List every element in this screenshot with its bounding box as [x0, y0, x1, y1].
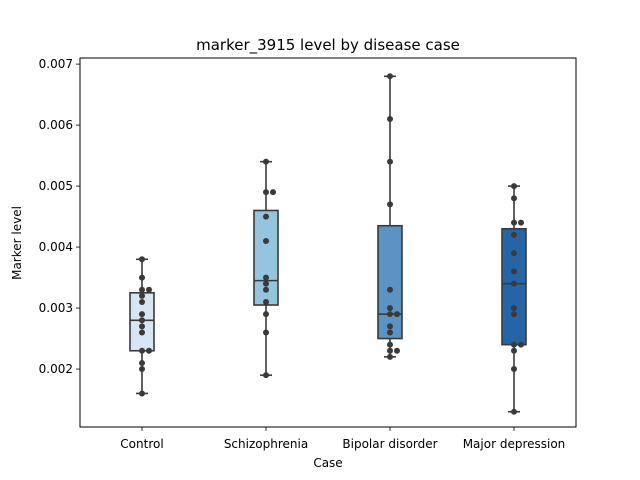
data-point — [263, 189, 269, 196]
data-point — [394, 347, 400, 354]
box — [377, 224, 403, 340]
plot-area: 0.002 0.003 0.004 0.005 0.006 0.007 Control Sch… — [39, 57, 577, 451]
box — [253, 209, 279, 306]
data-point — [387, 323, 393, 330]
data-point — [387, 341, 393, 348]
data-point — [387, 305, 393, 312]
data-point — [263, 158, 269, 165]
data-point — [139, 274, 145, 281]
x-tick-label: Schizophrenia — [224, 437, 308, 451]
data-point — [387, 311, 393, 318]
data-point — [518, 219, 524, 226]
data-point — [263, 274, 269, 281]
data-point — [270, 189, 276, 196]
data-point — [511, 341, 517, 348]
data-point — [387, 286, 393, 293]
y-tick-label: 0.005 — [39, 179, 73, 193]
data-point — [263, 213, 269, 220]
data-point — [511, 366, 517, 373]
data-point — [139, 286, 145, 293]
data-point — [263, 280, 269, 287]
data-point — [387, 73, 393, 80]
data-point — [394, 311, 400, 318]
box — [501, 227, 527, 346]
data-point — [139, 347, 145, 354]
data-point — [139, 298, 145, 305]
data-point — [139, 292, 145, 299]
chart-title: marker_3915 level by disease case — [196, 36, 460, 55]
data-point — [511, 219, 517, 226]
data-point — [387, 329, 393, 336]
data-point — [263, 286, 269, 293]
x-tick-label: Control — [120, 437, 163, 451]
data-point — [387, 158, 393, 165]
x-tick-label: Major depression — [463, 437, 566, 451]
y-tick-label: 0.006 — [39, 118, 73, 132]
data-point — [511, 408, 517, 415]
data-point — [263, 372, 269, 379]
y-tick-label: 0.002 — [39, 362, 73, 376]
plot-frame — [79, 57, 577, 428]
y-tick-label: 0.004 — [39, 240, 73, 254]
data-point — [511, 268, 517, 275]
data-point — [139, 317, 145, 324]
data-point — [146, 347, 152, 354]
data-point — [139, 329, 145, 336]
data-point — [511, 311, 517, 318]
data-point — [511, 195, 517, 202]
y-tick-label: 0.003 — [39, 301, 73, 315]
data-point — [263, 237, 269, 244]
data-point — [511, 305, 517, 312]
data-point — [139, 390, 145, 397]
data-point — [146, 286, 152, 293]
data-point — [518, 341, 524, 348]
data-point — [139, 311, 145, 318]
data-point — [139, 323, 145, 330]
data-point — [387, 347, 393, 354]
data-point — [139, 256, 145, 263]
data-point — [263, 329, 269, 336]
data-point — [139, 359, 145, 366]
data-point — [263, 298, 269, 305]
data-point — [387, 115, 393, 122]
data-point — [511, 183, 517, 190]
data-point — [511, 231, 517, 238]
data-point — [263, 311, 269, 318]
y-tick-label: 0.007 — [39, 57, 73, 71]
x-tick-label: Bipolar disorder — [342, 437, 437, 451]
data-point — [511, 280, 517, 287]
data-point — [511, 347, 517, 354]
data-point — [139, 366, 145, 373]
data-point — [511, 250, 517, 257]
x-axis-label: Case — [313, 456, 342, 470]
data-point — [387, 201, 393, 208]
data-point — [387, 353, 393, 360]
y-axis-label: Marker level — [10, 206, 24, 280]
